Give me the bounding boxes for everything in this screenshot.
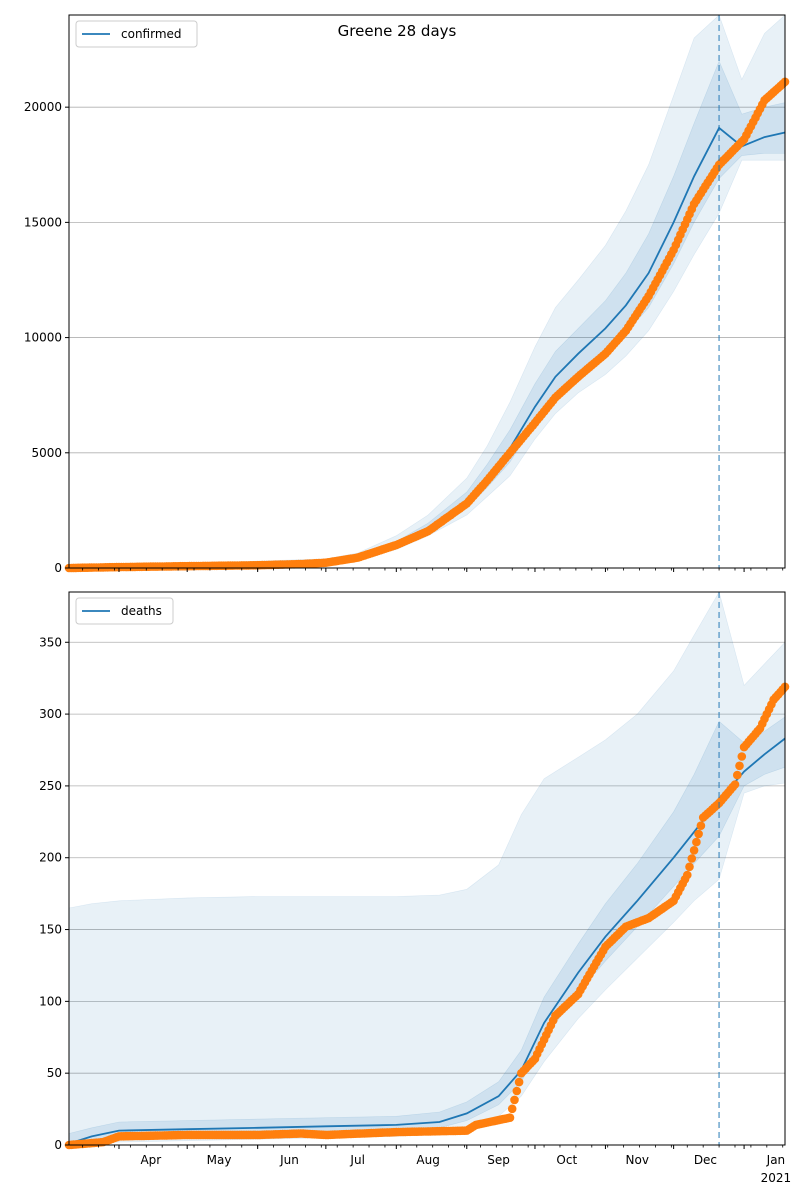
y-tick-label: 100 (39, 994, 62, 1008)
confirmed-legend: confirmed (75, 20, 198, 48)
confirmed-observed-points (64, 77, 790, 573)
y-tick-label: 300 (39, 707, 62, 721)
deaths-legend-box (75, 597, 174, 625)
deaths-axes-frame (68, 591, 786, 1146)
observed-point (512, 1086, 522, 1096)
y-tick-label: 15000 (24, 215, 62, 229)
x-tick-label: Dec (694, 1153, 717, 1167)
confirmed-x-axis (82, 568, 784, 572)
confirmed-y-axis: 0 5000 10000 15000 20000 (24, 100, 69, 575)
x-tick-label: Oct (556, 1153, 577, 1167)
deaths-y-axis: 0 50 100 150 200 250 300 350 (39, 635, 69, 1152)
x-tick-label: Jul (349, 1153, 364, 1167)
chart-title: Greene 28 days (338, 22, 457, 40)
observed-point (696, 821, 706, 830)
observed-point (505, 1113, 515, 1122)
observed-point (685, 862, 694, 872)
x-tick-label: Jan (766, 1153, 786, 1167)
deaths-observed-points (64, 682, 790, 1150)
y-tick-label: 10000 (24, 331, 62, 345)
confirmed-legend-label: confirmed (121, 27, 182, 41)
observed-point (687, 854, 697, 863)
y-tick-label: 20000 (24, 100, 62, 114)
x-tick-label: Aug (416, 1153, 439, 1167)
observed-point (507, 1104, 517, 1114)
deaths-legend: deaths (75, 597, 174, 625)
y-tick-label: 200 (39, 851, 62, 865)
observed-point (510, 1095, 519, 1105)
x-year-label: 2021 (761, 1171, 792, 1185)
observed-point (683, 870, 692, 880)
y-tick-label: 0 (54, 1138, 62, 1152)
confirmed-panel: 0 5000 10000 15000 20000 confirmed (24, 14, 790, 575)
deaths-x-axis: Apr May Jun Jul Aug Sep Oct Nov Dec Jan 2021 (82, 1145, 792, 1185)
y-tick-label: 150 (39, 923, 62, 937)
confirmed-axes-frame (68, 14, 786, 569)
x-tick-label: Jun (279, 1153, 299, 1167)
x-tick-label: Apr (140, 1153, 161, 1167)
deaths-panel: 0 50 100 150 200 250 300 350 Apr May Jun Jul Aug Sep… (39, 591, 792, 1185)
y-tick-label: 0 (54, 561, 62, 575)
y-tick-label: 5000 (31, 446, 62, 460)
y-tick-label: 350 (39, 635, 62, 649)
y-tick-label: 250 (39, 779, 62, 793)
y-tick-label: 50 (47, 1066, 62, 1080)
observed-point (514, 1077, 524, 1087)
confirmed-legend-box (75, 20, 198, 48)
observed-point (689, 846, 699, 855)
observed-point (692, 837, 701, 847)
x-tick-label: May (207, 1153, 232, 1167)
deaths-legend-label: deaths (121, 604, 162, 618)
observed-point (733, 770, 742, 780)
x-tick-label: Nov (626, 1153, 649, 1167)
observed-point (730, 780, 740, 789)
observed-point (735, 761, 744, 771)
observed-point (737, 752, 747, 761)
observed-point (694, 829, 703, 839)
x-tick-label: Sep (487, 1153, 510, 1167)
